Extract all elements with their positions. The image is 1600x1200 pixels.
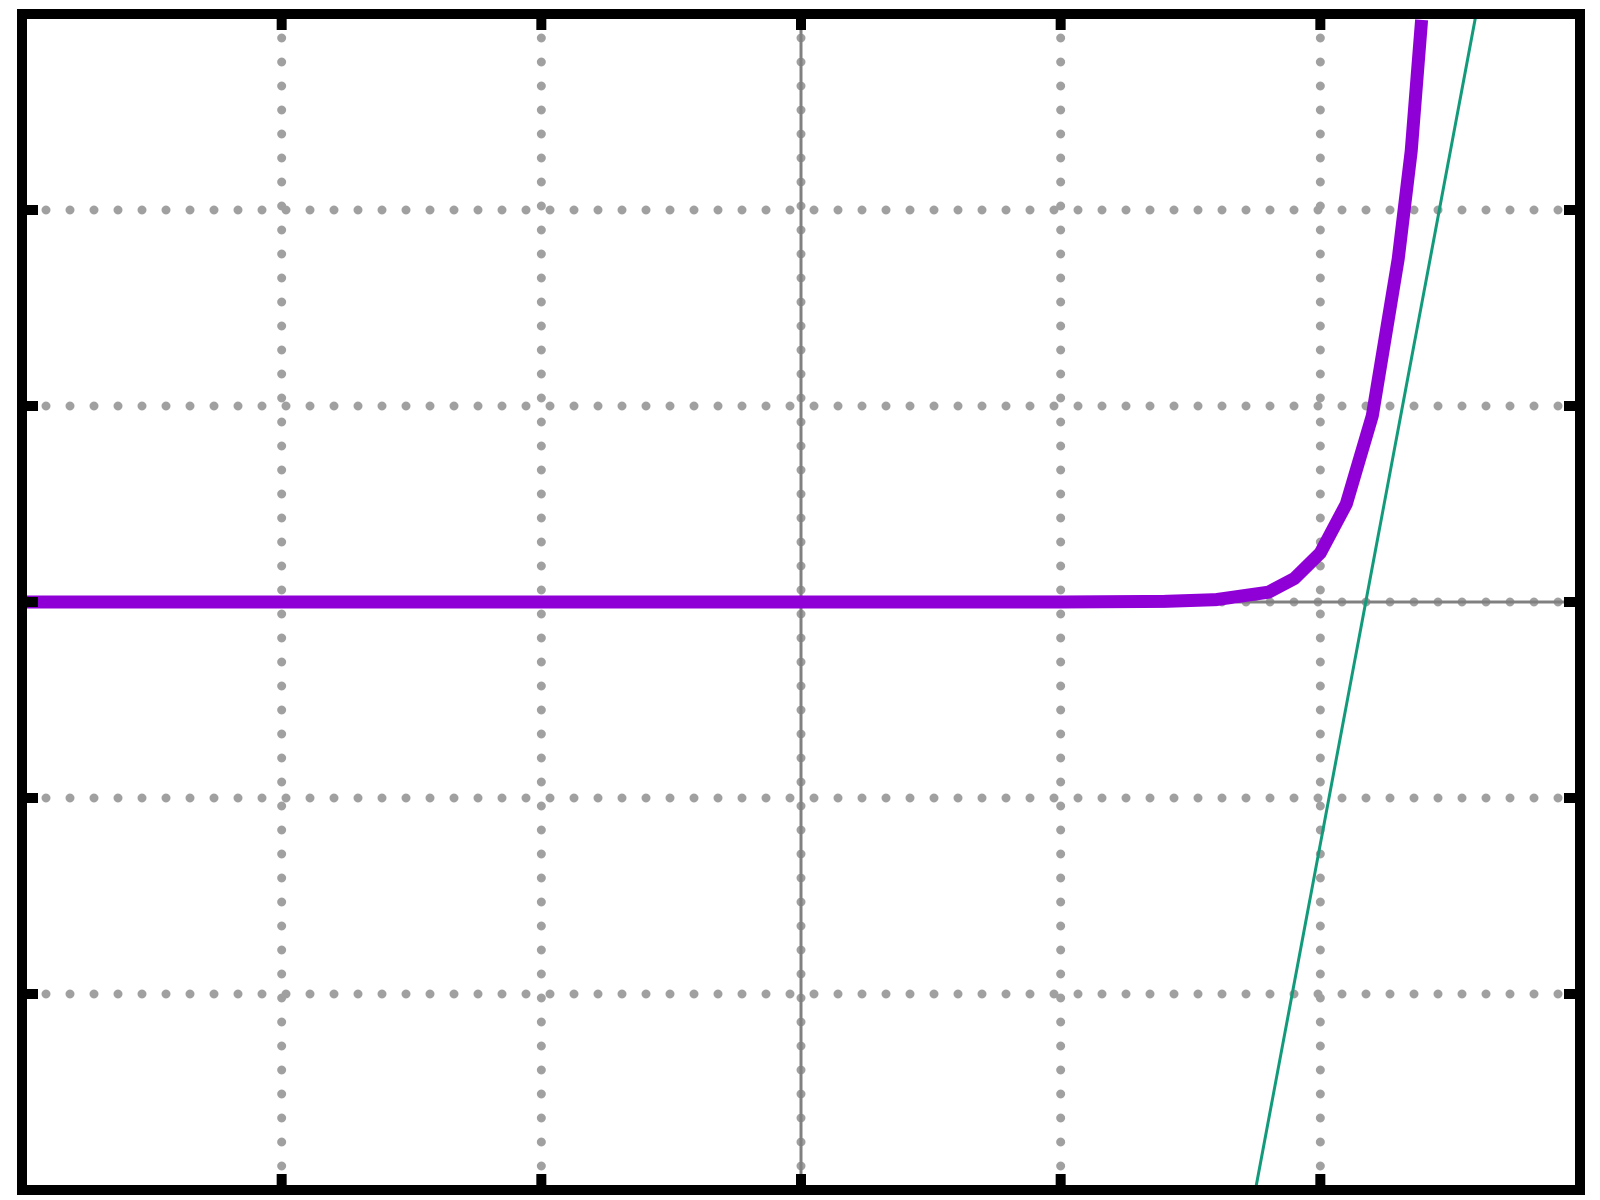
series-layer xyxy=(22,14,1478,1190)
tangent-line xyxy=(1253,14,1478,1190)
frame-layer xyxy=(17,9,1585,1195)
plot-frame xyxy=(17,9,1585,1195)
curve-line xyxy=(22,19,1429,609)
